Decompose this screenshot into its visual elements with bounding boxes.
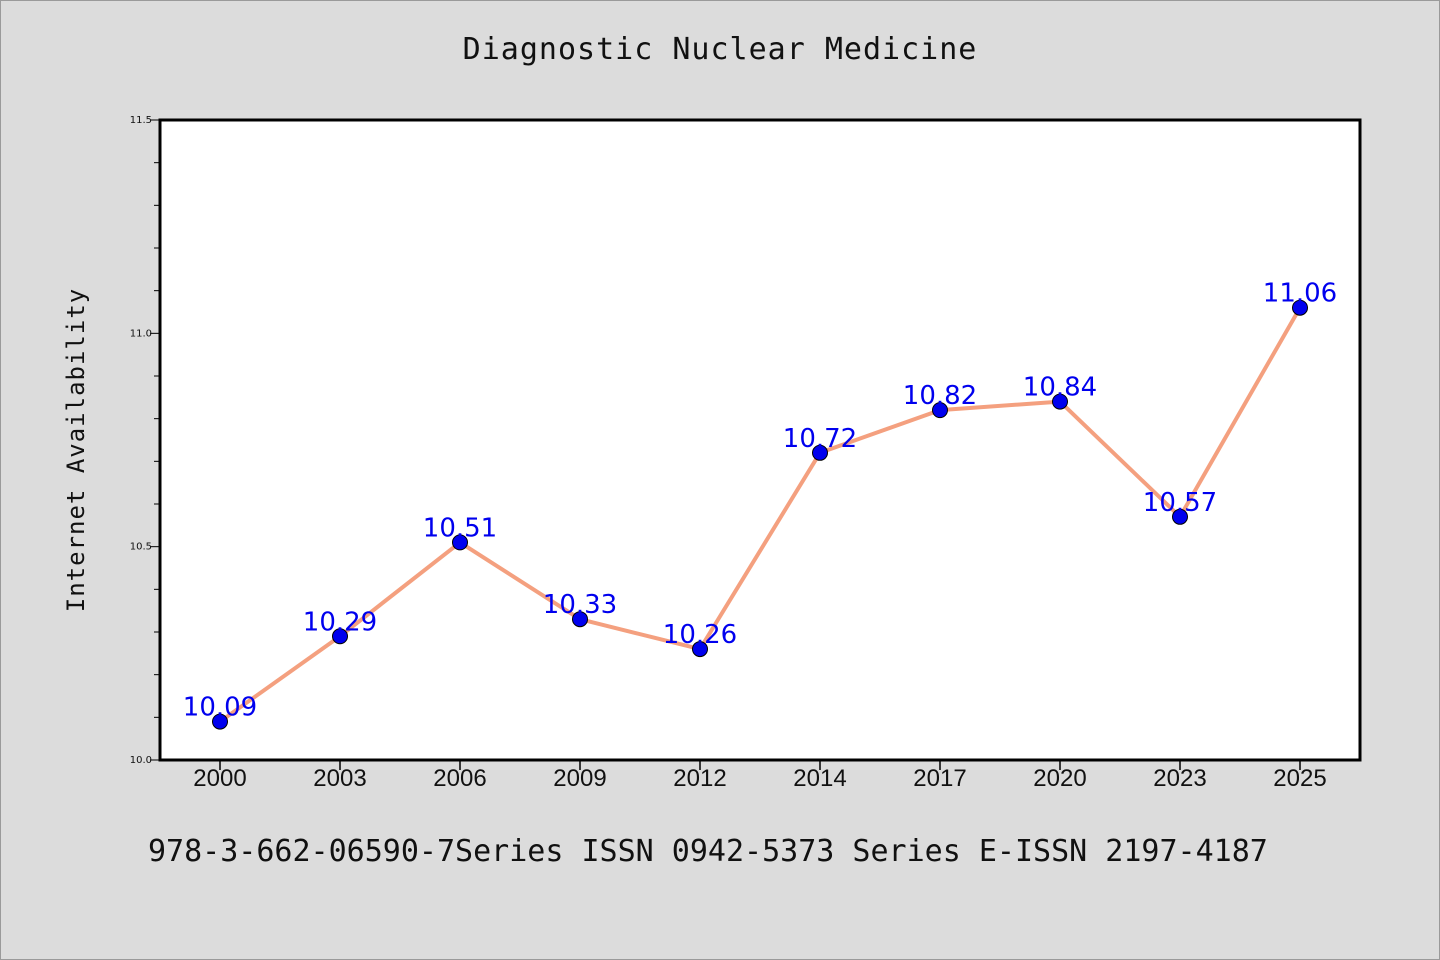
data-label: 10.29 bbox=[303, 607, 377, 637]
plot-area bbox=[158, 118, 1362, 762]
data-point bbox=[572, 611, 588, 628]
data-label: 10.72 bbox=[783, 424, 857, 454]
data-label: 11.06 bbox=[1263, 279, 1337, 309]
x-tick-label: 2012 bbox=[673, 765, 726, 792]
x-tick-label: 2020 bbox=[1033, 765, 1086, 792]
x-tick-label: 2017 bbox=[913, 765, 966, 792]
x-tick-label: 2003 bbox=[313, 765, 366, 792]
x-tick-label: 2000 bbox=[193, 765, 246, 792]
x-tick-label: 2023 bbox=[1153, 765, 1206, 792]
y-tick-label: 10.5 bbox=[130, 542, 152, 553]
data-point bbox=[1292, 299, 1308, 316]
data-point bbox=[332, 628, 348, 645]
data-point bbox=[212, 713, 228, 730]
data-point bbox=[932, 402, 948, 419]
data-point bbox=[452, 534, 468, 551]
x-tick-label: 2025 bbox=[1273, 765, 1326, 792]
x-tick-label: 2014 bbox=[793, 765, 846, 792]
data-point bbox=[692, 641, 708, 658]
y-tick-label: 11.0 bbox=[130, 328, 152, 339]
data-label: 10.84 bbox=[1023, 373, 1097, 403]
data-label: 10.51 bbox=[423, 513, 497, 543]
data-point bbox=[812, 444, 828, 461]
data-label: 10.57 bbox=[1143, 488, 1217, 518]
chart-title: Diagnostic Nuclear Medicine bbox=[462, 32, 978, 67]
data-point bbox=[1052, 393, 1068, 410]
x-tick-label: 2009 bbox=[553, 765, 606, 792]
data-point bbox=[1172, 508, 1188, 525]
y-tick-label: 10.0 bbox=[130, 755, 152, 766]
data-label: 10.82 bbox=[903, 381, 977, 411]
data-label: 10.09 bbox=[183, 693, 257, 723]
data-label: 10.33 bbox=[543, 590, 617, 620]
data-label: 10.26 bbox=[663, 620, 737, 650]
y-tick-label: 11.5 bbox=[130, 115, 152, 126]
series-line bbox=[218, 306, 1302, 724]
footer-isbn-issn: 978-3-662-06590-7Series ISSN 0942-5373 S… bbox=[148, 834, 1268, 869]
x-tick-label: 2006 bbox=[433, 765, 486, 792]
